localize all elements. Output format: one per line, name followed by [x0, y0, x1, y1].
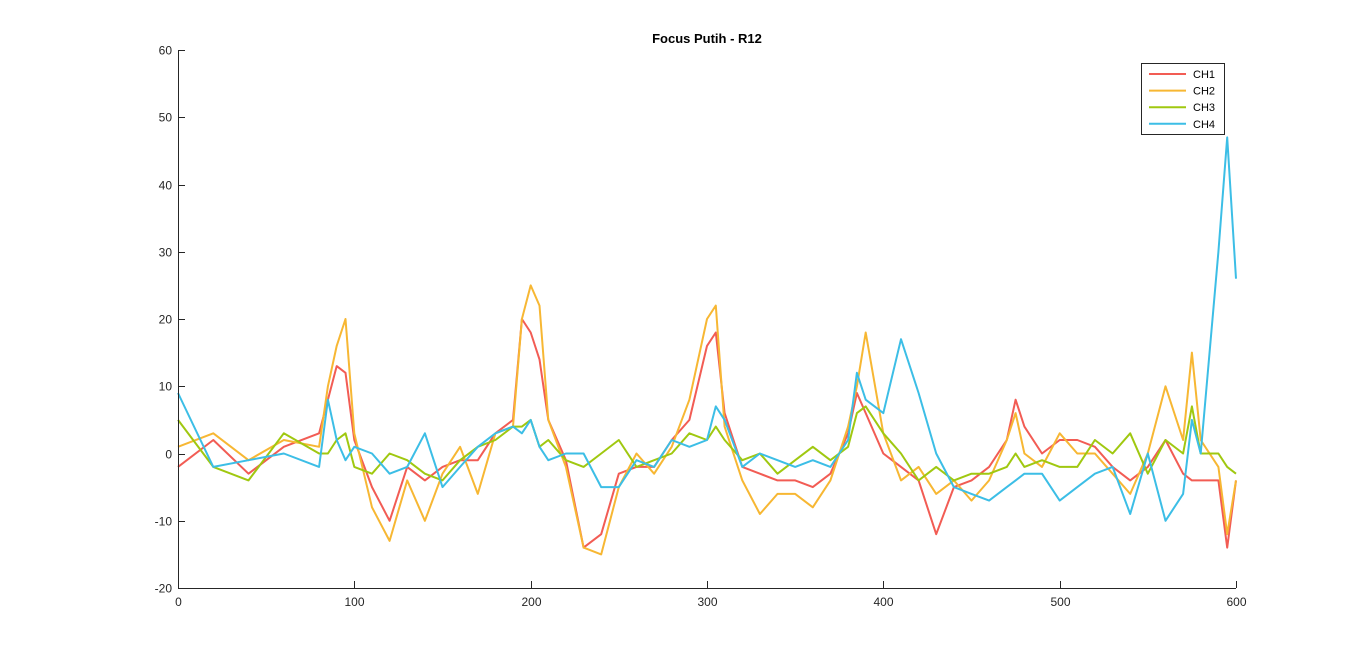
y-tick-label: -20 — [155, 582, 173, 596]
chart-title: Focus Putih - R12 — [652, 31, 762, 46]
x-tick-label: 600 — [1226, 595, 1246, 609]
legend-label-ch1: CH1 — [1193, 69, 1215, 81]
series-line-ch2 — [177, 284, 1237, 556]
plot-lines — [177, 136, 1237, 556]
legend: CH1 CH2 CH3 CH4 — [1141, 63, 1225, 135]
y-tick-label: -10 — [155, 515, 173, 529]
legend-label-ch3: CH3 — [1193, 102, 1215, 114]
x-tick-label: 0 — [175, 595, 182, 609]
series-line-ch1 — [177, 318, 1237, 549]
x-tick-label: 100 — [344, 595, 364, 609]
y-tick-label: 40 — [159, 179, 173, 193]
y-tick-label: 60 — [159, 44, 173, 58]
legend-label-ch4: CH4 — [1193, 119, 1215, 131]
series-line-ch4 — [177, 136, 1237, 522]
series-line-ch3 — [177, 405, 1237, 482]
legend-box — [1141, 63, 1225, 135]
y-tick-label: 0 — [165, 448, 172, 462]
x-tick-label: 500 — [1050, 595, 1070, 609]
y-tick-label: 10 — [159, 380, 173, 394]
axes: 0 100 200 300 400 500 600 -20 -10 0 10 20 30 40 50 60 — [155, 44, 1247, 610]
legend-label-ch2: CH2 — [1193, 86, 1215, 98]
x-tick-label: 300 — [697, 595, 717, 609]
y-tick-label: 20 — [159, 313, 173, 327]
y-tick-label: 30 — [159, 246, 173, 260]
x-tick-label: 200 — [521, 595, 541, 609]
y-tick-label: 50 — [159, 111, 173, 125]
x-tick-label: 400 — [873, 595, 893, 609]
